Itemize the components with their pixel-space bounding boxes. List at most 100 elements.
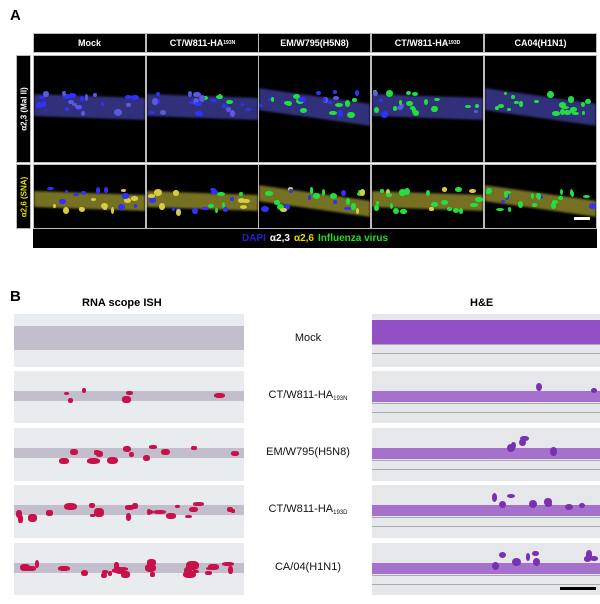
cell bbox=[193, 98, 199, 105]
ish-signal bbox=[147, 509, 153, 514]
cell-debris bbox=[550, 447, 557, 457]
ish-signal bbox=[89, 503, 95, 509]
cell bbox=[329, 111, 337, 115]
ish-signal bbox=[86, 457, 101, 464]
cell bbox=[237, 197, 245, 203]
fluorescence-image bbox=[258, 164, 371, 229]
row-label-text: Mock bbox=[294, 332, 322, 344]
ish-signal bbox=[182, 571, 196, 579]
cell bbox=[561, 105, 570, 109]
row-label: CT/W811-HA193D bbox=[250, 503, 366, 516]
cell bbox=[198, 95, 205, 102]
cell bbox=[131, 195, 139, 201]
cell bbox=[333, 90, 338, 94]
cell bbox=[459, 208, 464, 214]
ish-title: RNA scope ISH bbox=[82, 297, 162, 309]
cell bbox=[530, 192, 534, 200]
cell bbox=[513, 100, 519, 105]
cell bbox=[210, 187, 217, 192]
cell bbox=[123, 198, 131, 203]
cell-debris bbox=[511, 557, 521, 566]
cell bbox=[61, 90, 66, 97]
cell bbox=[114, 108, 123, 116]
cell bbox=[346, 198, 350, 205]
cell bbox=[80, 190, 87, 196]
cell bbox=[403, 188, 410, 195]
cell bbox=[455, 187, 463, 192]
cell bbox=[65, 107, 69, 112]
cell bbox=[261, 205, 269, 212]
cell bbox=[374, 205, 379, 212]
cell bbox=[173, 190, 179, 196]
cell bbox=[411, 91, 418, 96]
ish-signal bbox=[143, 454, 151, 462]
cell-debris bbox=[535, 383, 542, 392]
cell bbox=[399, 189, 406, 196]
he-title: H&E bbox=[470, 297, 494, 309]
cell-debris bbox=[519, 439, 527, 447]
legend-dapi: DAPI bbox=[241, 233, 266, 244]
scale-bar bbox=[574, 217, 590, 220]
cell bbox=[229, 110, 236, 118]
cell bbox=[71, 102, 77, 107]
cell bbox=[279, 207, 287, 213]
cell bbox=[274, 199, 281, 205]
ish-signal bbox=[15, 509, 22, 518]
cell bbox=[547, 90, 555, 98]
cell bbox=[64, 189, 69, 194]
cell-debris bbox=[532, 551, 539, 557]
row-label: EM/W795(H5N8) bbox=[250, 446, 366, 459]
cell bbox=[330, 193, 338, 200]
cell bbox=[203, 96, 209, 101]
ish-signal bbox=[64, 502, 78, 510]
cell bbox=[344, 206, 352, 211]
cell bbox=[498, 104, 505, 108]
cell bbox=[111, 207, 115, 214]
cell bbox=[270, 97, 275, 102]
cell bbox=[582, 195, 591, 199]
cell bbox=[503, 91, 508, 95]
ish-signal bbox=[144, 564, 157, 572]
ish-signal bbox=[58, 565, 71, 571]
cell bbox=[307, 195, 312, 200]
ish-signal bbox=[221, 562, 234, 567]
cell bbox=[209, 98, 218, 103]
ish-signal bbox=[34, 560, 40, 569]
cell bbox=[148, 194, 155, 198]
cell bbox=[475, 197, 483, 202]
cell bbox=[375, 201, 380, 205]
ish-signal bbox=[114, 561, 119, 570]
panel-b-label: B bbox=[10, 288, 21, 305]
ish-signal bbox=[174, 504, 180, 508]
cell bbox=[558, 196, 563, 200]
fluorescence-image bbox=[371, 55, 484, 163]
tissue-band bbox=[372, 448, 600, 459]
cell bbox=[85, 93, 89, 101]
cell bbox=[412, 107, 417, 114]
row-label: CA/04(H1N1) bbox=[250, 561, 366, 574]
fluorescence-image bbox=[258, 55, 371, 163]
ish-signal bbox=[121, 571, 131, 578]
ish-signal bbox=[185, 561, 199, 570]
cell bbox=[517, 201, 524, 208]
cell bbox=[59, 198, 66, 205]
tissue-band bbox=[372, 505, 600, 516]
cell-debris bbox=[578, 503, 585, 508]
ish-signal bbox=[146, 559, 157, 567]
cell-debris bbox=[492, 493, 498, 502]
ish-signal bbox=[227, 565, 233, 575]
cell-debris bbox=[498, 552, 507, 559]
ish-signal bbox=[149, 445, 157, 450]
cell bbox=[222, 104, 227, 109]
ish-signal bbox=[131, 503, 138, 509]
cell bbox=[380, 189, 384, 193]
cell bbox=[511, 95, 516, 99]
cell bbox=[216, 95, 223, 100]
cell bbox=[569, 107, 576, 113]
ish-signal bbox=[93, 507, 104, 517]
fluorescence-image bbox=[484, 164, 597, 229]
cell bbox=[63, 93, 72, 99]
tissue-band bbox=[372, 563, 600, 574]
ish-signal bbox=[227, 506, 234, 513]
cell bbox=[508, 207, 512, 213]
